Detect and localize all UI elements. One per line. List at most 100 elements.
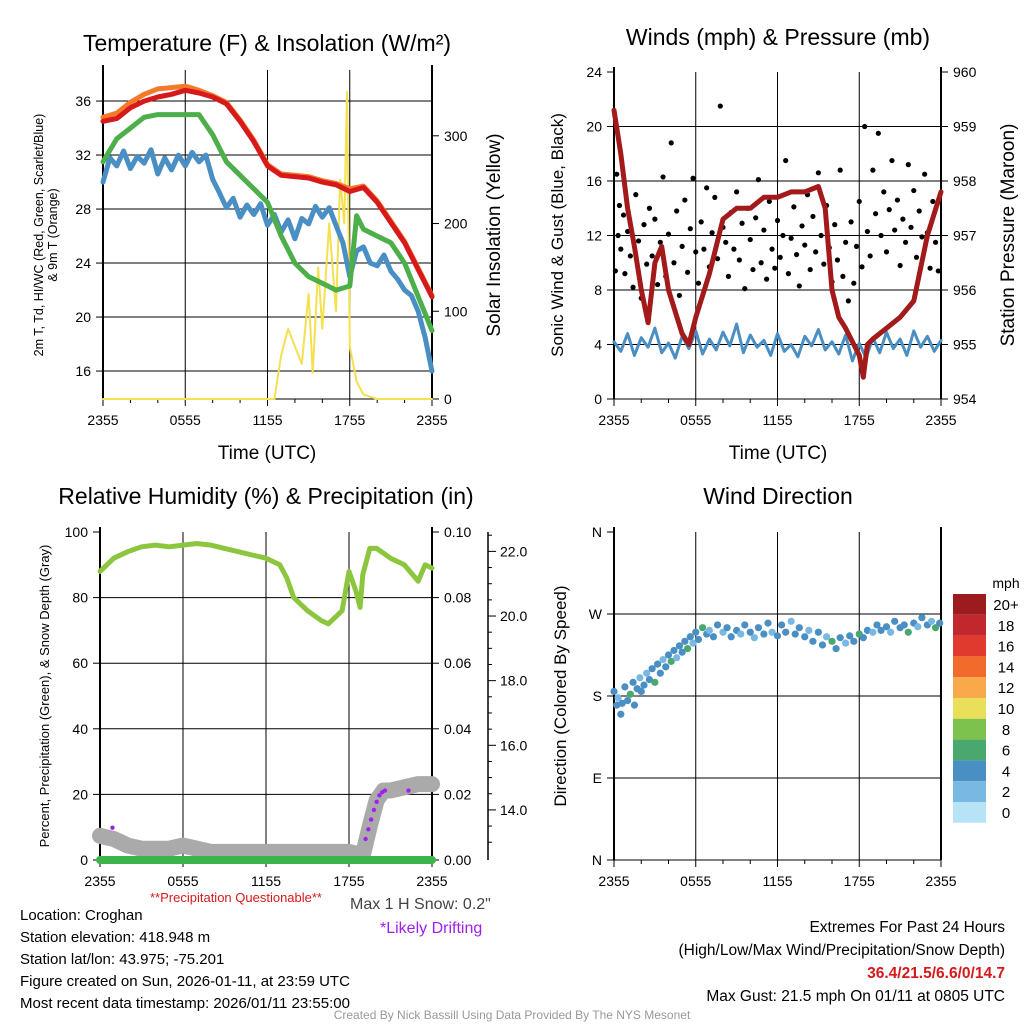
gust-point [622,271,628,277]
gust-point [774,217,781,224]
wind-direction-point [741,621,749,629]
gust-point [791,204,797,210]
gust-point [635,238,642,244]
wind-direction-point [683,645,692,653]
y-tick-label-left: 16 [75,363,91,379]
snow-tick-label: 18.0 [500,673,527,689]
x-tick-label: 2355 [416,873,447,889]
y-tick-label-right: 0.06 [444,655,471,671]
wind-direction-point [822,633,831,641]
wind-direction-point [914,623,922,631]
gust-point [739,220,745,226]
y-tick-label-right: 958 [953,173,977,189]
gust-point [897,262,903,269]
wind-direction-point [692,628,700,636]
gust-point [788,235,794,241]
y-tick-label-right: 954 [953,391,977,407]
station-latlon: Station lat/lon: 43.975; -75.201 [20,951,225,968]
wind-direction-point [694,635,703,644]
x-tick-label: 0555 [680,412,711,428]
drifting-point [363,836,368,842]
gust-point [766,198,772,205]
gust-point [684,269,691,275]
extremes-subheading: (High/Low/Max Wind/Precipitation/Snow De… [678,942,1006,959]
y-axis-title-left: Direction (Colored By Speed) [551,585,570,806]
y-tick-label-right: 0.02 [444,786,471,802]
wind-direction-point [723,624,731,632]
gust-point [679,243,685,249]
colorbar-swatch [953,656,986,678]
wind-direction-point [689,639,697,647]
y-tick-label-right: 100 [444,303,468,319]
gust-point [902,239,909,245]
wind-direction-point [624,696,632,705]
drifting-point [406,788,411,793]
gust-point [753,215,759,221]
wind-direction-point [614,694,622,702]
wind-direction-point [886,628,895,636]
gust-point [856,198,862,205]
wind-direction-point [805,626,813,635]
gust-point [843,239,849,245]
x-tick-label: 2355 [598,412,629,428]
drifting-point [374,799,379,805]
y-tick-label-left: 16 [586,173,602,189]
gust-point [889,157,895,164]
gust-point [758,260,764,266]
snow-tick-label: 14.0 [500,802,527,818]
wind-direction-point [698,624,707,632]
gust-point [932,239,939,245]
gust-point [693,249,699,255]
gust-point [881,189,887,195]
wind-direction-point [801,633,809,641]
gust-point [815,170,821,176]
x-tick-label: 1155 [762,873,792,889]
wind-direction-point [618,699,626,707]
series-relative-humidity [97,541,435,627]
gust-point [665,231,672,237]
colorbar-swatch [953,760,986,782]
wind-direction-point [667,657,675,665]
gust-point [709,230,715,236]
gust-point [652,216,658,222]
y-axis-title-right: Station Pressure (Maroon) [998,124,1019,347]
y-tick-label-left: 20 [586,119,602,135]
x-tick-label: 0555 [167,873,198,889]
winds-chart-title: Winds (mph) & Pressure (mb) [625,24,931,50]
colorbar-label: 12 [998,680,1015,697]
gust-point [682,197,688,203]
extremes-heading: Extremes For Past 24 Hours [809,919,1005,936]
wind-direction-point [610,687,618,696]
y-tick-label-left: 24 [75,255,91,271]
recent-data-timestamp: Most recent data timestamp: 2026/01/11 2… [20,995,350,1012]
wind-direction-point [673,654,681,662]
gust-point [655,281,661,288]
wind-direction-point [877,626,885,635]
gust-point [832,222,838,228]
gust-point [894,197,901,203]
y-tick-label-right: 0.08 [444,590,471,606]
gust-point [900,216,906,222]
y-tick-label-left: 20 [75,309,91,325]
snow-tick-label: 16.0 [500,737,527,753]
gust-point [859,264,865,270]
gust-point [630,284,636,290]
y-tick-label-left: N [592,852,602,868]
gust-point [704,185,710,191]
x-tick-label: 1155 [252,412,282,428]
wind-direction-point [629,678,637,686]
gust-point [853,243,860,249]
wind-direction-point [760,630,768,638]
gust-point [657,239,663,245]
wind-direction-point [873,621,881,629]
gust-point [870,167,876,173]
gust-point [668,140,674,146]
wind-direction-point [918,614,926,622]
y-tick-label-left: 100 [65,524,89,540]
colorbar-label: 20+ [993,597,1019,614]
gust-point [807,266,813,273]
y-tick-label-right: 955 [953,337,977,353]
gust-point [641,222,647,228]
y-tick-label-left: 36 [75,93,91,109]
